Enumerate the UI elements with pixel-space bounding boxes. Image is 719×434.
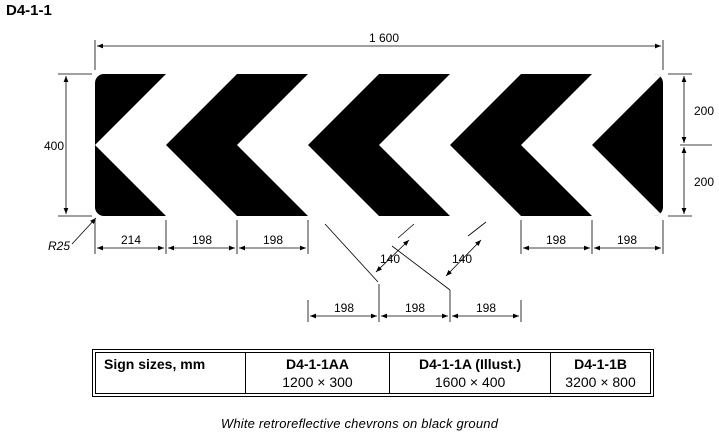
size-value-aa: 1200 × 300 — [282, 374, 353, 390]
stroke-width-dimensions — [324, 221, 487, 291]
bottom-right-dim-1: 198 — [546, 233, 566, 247]
sign-sizes-table: Sign sizes, mm D4-1-1AA 1200 × 300 D4-1-… — [92, 349, 654, 397]
sizes-header: Sign sizes, mm — [95, 352, 246, 394]
bottom-middle-dim-3: 198 — [476, 301, 496, 315]
chevron-4 — [521, 74, 663, 216]
overall-height-dimension — [58, 73, 92, 217]
size-column-aa: D4-1-1AA 1200 × 300 — [244, 352, 391, 394]
chevron-1 — [95, 74, 237, 216]
half-height-top-label: 200 — [694, 104, 714, 118]
bottom-middle-dim-2: 198 — [405, 301, 425, 315]
sign-board — [95, 74, 663, 216]
bottom-left-dim-1: 214 — [121, 233, 141, 247]
size-column-a: D4-1-1A (Illust.) 1600 × 400 — [389, 352, 552, 394]
overall-width-label: 1 600 — [369, 31, 399, 45]
bottom-left-dimensions — [94, 220, 309, 254]
caption: White retroreflective chevrons on black … — [220, 416, 499, 431]
stroke-width-label-1: 140 — [380, 252, 400, 266]
bottom-middle-dimensions — [307, 284, 522, 322]
size-value-b: 3200 × 800 — [565, 374, 636, 390]
bottom-right-dim-2: 198 — [617, 233, 637, 247]
bottom-left-dim-2: 198 — [192, 233, 212, 247]
corner-radius-label: R25 — [48, 239, 70, 253]
size-value-a: 1600 × 400 — [434, 374, 506, 390]
bottom-middle-dim-1: 198 — [334, 301, 354, 315]
overall-height-label: 400 — [44, 139, 64, 153]
stroke-width-label-2: 140 — [452, 252, 472, 266]
chevrons — [95, 74, 663, 216]
chevron-2 — [237, 74, 379, 216]
half-height-bottom-label: 200 — [694, 175, 714, 189]
size-code-b: D4-1-1B — [574, 356, 627, 372]
bottom-right-dimensions — [520, 220, 664, 254]
size-column-b: D4-1-1B 3200 × 800 — [550, 352, 651, 394]
size-code-a: D4-1-1A (Illust.) — [419, 356, 522, 372]
half-height-dimensions — [668, 73, 712, 217]
size-code-aa: D4-1-1AA — [285, 356, 349, 372]
bottom-left-dim-3: 198 — [263, 233, 283, 247]
sign-title: D4-1-1 — [6, 2, 52, 19]
corner-radius-leader — [71, 217, 97, 245]
chevron-3 — [379, 74, 521, 216]
overall-width-dimension — [94, 40, 664, 70]
